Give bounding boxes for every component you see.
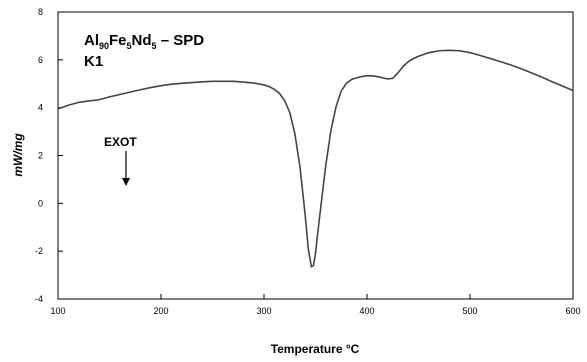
- annotation-composition: Al90Fe5Nd5 – SPD: [84, 32, 204, 51]
- x-tick-label: 200: [153, 306, 168, 316]
- x-tick-label: 300: [256, 306, 271, 316]
- y-tick-label: 0: [38, 198, 43, 208]
- dsc-curve: [58, 50, 573, 266]
- y-tick-label: 2: [38, 151, 43, 161]
- x-tick-label: 600: [565, 306, 580, 316]
- y-tick-label: -2: [35, 246, 43, 256]
- y-tick-label: 6: [38, 55, 43, 65]
- annotation-sample: K1: [84, 53, 103, 70]
- y-axis-label: mW/mg: [11, 133, 25, 177]
- y-tick-label: -4: [35, 294, 43, 304]
- exo-arrow-head: [122, 178, 130, 186]
- y-tick-label: 8: [38, 7, 43, 17]
- x-axis-label: Temperature °C: [271, 342, 360, 356]
- x-tick-label: 100: [50, 306, 65, 316]
- y-axis: -4 -2 0 2 4 6 8: [35, 7, 63, 304]
- exo-direction-label: EXOT: [104, 135, 137, 149]
- y-tick-label: 4: [38, 103, 43, 113]
- x-tick-label: 400: [359, 306, 374, 316]
- x-tick-label: 500: [462, 306, 477, 316]
- x-axis: 100 200 300 400 500 600: [50, 294, 580, 316]
